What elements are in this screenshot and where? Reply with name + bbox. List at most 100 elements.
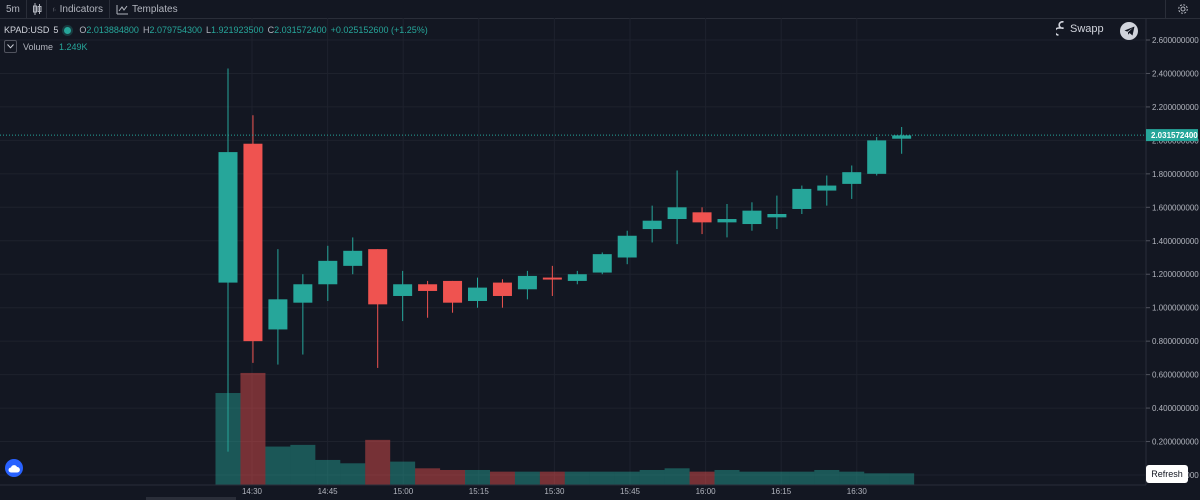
candle[interactable]	[692, 207, 712, 235]
volume-bar	[639, 469, 665, 485]
settings-button[interactable]	[1165, 0, 1200, 18]
candle-body	[592, 254, 612, 273]
indicators-button[interactable]: f x Indicators	[47, 0, 110, 18]
candle-body	[842, 172, 862, 184]
templates-icon	[116, 4, 128, 14]
candle-body	[617, 235, 637, 258]
candle[interactable]	[642, 205, 662, 243]
symbol-name[interactable]: KPAD:USD	[4, 25, 50, 35]
candle[interactable]	[817, 175, 837, 206]
candle[interactable]	[318, 245, 338, 301]
candle[interactable]	[268, 249, 288, 365]
time-tick-label: 16:00	[696, 487, 717, 496]
volume-bar	[514, 471, 540, 485]
volume-bar	[789, 471, 815, 485]
close-value: 2.031572400	[274, 25, 327, 35]
candle[interactable]	[592, 252, 612, 275]
candle[interactable]	[243, 115, 263, 363]
volume-bar	[839, 471, 865, 485]
candle[interactable]	[218, 68, 238, 452]
telegram-button[interactable]	[1120, 22, 1138, 40]
candle[interactable]	[542, 265, 562, 296]
candle[interactable]	[443, 280, 463, 313]
volume-bar	[390, 461, 416, 485]
candle[interactable]	[567, 270, 587, 285]
candle[interactable]	[717, 203, 737, 238]
volume-bar	[290, 444, 316, 485]
candle[interactable]	[767, 195, 787, 230]
candle[interactable]	[293, 274, 313, 355]
interval-button[interactable]: 5m	[0, 0, 27, 18]
price-tick-label: 2.600000000	[1152, 36, 1199, 45]
candle[interactable]	[468, 277, 487, 308]
chart-type-button[interactable]	[27, 0, 47, 18]
candles	[218, 68, 912, 452]
candle[interactable]	[368, 249, 388, 368]
swapp-brand[interactable]: Swapp	[1056, 21, 1104, 36]
last-price-badge	[1146, 129, 1198, 142]
candle[interactable]	[842, 165, 862, 199]
candle[interactable]	[617, 230, 637, 265]
candle[interactable]	[418, 280, 438, 318]
svg-text:f: f	[53, 7, 55, 11]
candle[interactable]	[517, 270, 537, 300]
volume-legend: Volume 1.249K	[4, 40, 88, 53]
collapse-legend-button[interactable]	[4, 40, 17, 53]
candle-body	[517, 275, 537, 290]
price-tick-label: 1.800000000	[1152, 170, 1199, 179]
open-key: O	[79, 25, 87, 35]
volume-label: Volume	[23, 41, 54, 52]
last-price-label-group: 2.031572400	[1146, 129, 1198, 142]
candle[interactable]	[867, 137, 887, 176]
time-tick-label: 15:45	[620, 487, 641, 496]
candle-body	[642, 220, 662, 230]
time-scrollbar[interactable]	[146, 497, 236, 500]
candle[interactable]	[492, 279, 512, 308]
svg-text:x: x	[55, 10, 56, 12]
price-tick-label: 2.400000000	[1152, 69, 1199, 78]
high-value: 2.079754300	[149, 25, 202, 35]
time-tick-label: 15:00	[393, 487, 414, 496]
volume-bar	[714, 469, 740, 485]
candle[interactable]	[393, 270, 413, 322]
chevron-down-icon	[7, 44, 14, 49]
time-axis: 14:30 14:45 15:00 15:15 15:30 15:45 16:00 16:15…	[242, 487, 867, 496]
volume-bar	[415, 468, 441, 485]
candle[interactable]	[892, 127, 912, 154]
volume-bar	[689, 471, 715, 485]
volume-bar	[489, 471, 515, 485]
candle-body	[418, 284, 438, 291]
tradingview-logo-button[interactable]	[5, 459, 23, 477]
refresh-button[interactable]: Refresh	[1146, 465, 1188, 483]
candle[interactable]	[792, 185, 812, 214]
interval-label: 5m	[6, 3, 20, 15]
refresh-label: Refresh	[1151, 469, 1183, 479]
candle-body	[542, 277, 562, 280]
indicators-label: Indicators	[59, 3, 103, 15]
candle-body	[343, 250, 363, 266]
volume-value: 1.249K	[59, 41, 88, 52]
volume-bar	[764, 471, 790, 485]
brand-name: Swapp	[1070, 22, 1104, 35]
candles-icon	[32, 3, 41, 15]
volume-bar	[814, 469, 840, 485]
time-tick-label: 14:45	[318, 487, 339, 496]
candle[interactable]	[343, 237, 363, 275]
volume-bar	[864, 473, 890, 485]
candle-body	[293, 284, 313, 303]
candle[interactable]	[742, 202, 762, 231]
gear-icon	[1178, 4, 1188, 14]
volume-bar	[265, 446, 291, 485]
time-tick-label: 15:15	[469, 487, 490, 496]
candle-body	[767, 214, 787, 218]
candle-body	[368, 249, 388, 305]
volume-bar	[589, 471, 615, 485]
templates-button[interactable]: Templates	[110, 0, 184, 18]
volume-bars	[215, 372, 915, 485]
high-key: H	[142, 25, 150, 35]
price-tick-label: 0.400000000	[1152, 404, 1199, 413]
candle[interactable]	[667, 170, 687, 245]
volume-bar	[365, 439, 391, 485]
